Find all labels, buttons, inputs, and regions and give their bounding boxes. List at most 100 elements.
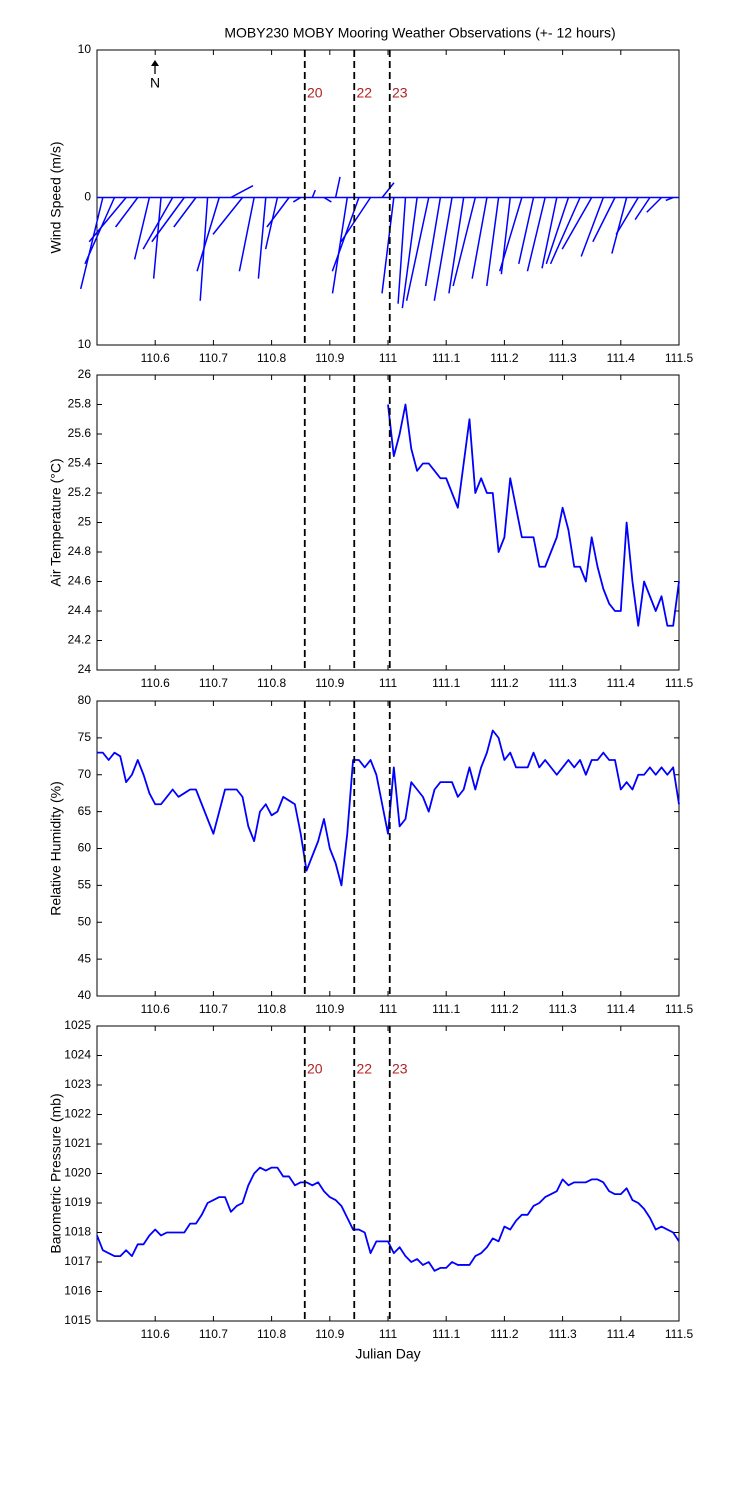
y-tick-label: 55 — [78, 878, 92, 892]
north-label: N — [150, 75, 160, 91]
y-tick-label: 10 — [78, 337, 92, 351]
wind-stick — [88, 197, 127, 243]
y-tick-label: 40 — [78, 988, 92, 1002]
x-tick-label: 111.4 — [607, 1327, 636, 1341]
x-tick-label: 110.8 — [257, 1002, 286, 1016]
wind-stick — [499, 197, 523, 272]
wind-stick — [541, 197, 558, 269]
y-tick-label: 25 — [78, 515, 92, 529]
wind-stick — [292, 196, 302, 203]
y-tick-label: 1025 — [64, 1018, 91, 1032]
wind-stick — [611, 197, 628, 254]
event-label: 22 — [356, 85, 372, 101]
y-tick-label: 24.4 — [68, 603, 92, 617]
y-axis-label: Relative Humidity (%) — [48, 781, 64, 916]
data-line — [387, 403, 680, 627]
x-tick-label: 111 — [379, 1327, 398, 1341]
wind-stick — [115, 197, 139, 228]
x-tick-label: 111.1 — [432, 1327, 461, 1341]
x-tick-label: 111.4 — [607, 1002, 636, 1016]
x-tick-label: 111.3 — [548, 351, 577, 365]
chart-title: MOBY230 MOBY Mooring Weather Observation… — [224, 25, 615, 41]
x-tick-label: 111 — [379, 351, 398, 365]
wind-stick — [549, 197, 581, 265]
wind-stick — [196, 197, 220, 272]
y-tick-label: 1017 — [64, 1254, 91, 1268]
x-tick-label: 110.7 — [199, 1327, 228, 1341]
event-label: 22 — [356, 1061, 372, 1077]
wind-stick — [471, 197, 488, 279]
x-tick-label: 110.6 — [141, 676, 170, 690]
wind-stick — [448, 197, 465, 294]
wind-stick — [665, 196, 674, 202]
data-line — [97, 729, 680, 887]
plot-frame — [96, 374, 680, 671]
x-tick-label: 111.2 — [490, 676, 519, 690]
y-tick-label: 75 — [78, 730, 92, 744]
event-label: 20 — [307, 1061, 323, 1077]
wind-stick — [545, 197, 570, 265]
y-tick-label: 1023 — [64, 1077, 91, 1091]
y-tick-label: 1018 — [64, 1225, 91, 1239]
event-label: 23 — [392, 85, 408, 101]
y-tick-label: 70 — [78, 767, 92, 781]
wind-stick — [381, 197, 395, 294]
y-tick-label: 24.6 — [68, 574, 92, 588]
y-tick-label: 1019 — [64, 1195, 91, 1209]
y-tick-label: 1016 — [64, 1284, 91, 1298]
x-tick-label: 110.8 — [257, 1327, 286, 1341]
x-tick-label: 111.1 — [432, 1002, 461, 1016]
wind-stick — [561, 197, 593, 250]
x-tick-label: 111.2 — [490, 1327, 519, 1341]
y-tick-label: 26 — [78, 367, 92, 381]
y-tick-label: 25.4 — [68, 456, 92, 470]
wind-stick — [452, 197, 477, 287]
wind-stick — [173, 197, 197, 228]
y-tick-label: 1024 — [64, 1048, 91, 1062]
y-tick-label: 1020 — [64, 1166, 91, 1180]
wind-stick — [84, 197, 116, 265]
wind-stick — [397, 197, 407, 304]
x-tick-label: 111.4 — [607, 676, 636, 690]
plot-frame — [96, 1025, 680, 1322]
wind-stick — [133, 197, 151, 260]
wind-stick — [311, 189, 316, 198]
x-tick-label: 111.1 — [432, 676, 461, 690]
wind-stick — [151, 197, 185, 243]
y-tick-label: 25.6 — [68, 426, 92, 440]
x-tick-label: 111 — [379, 1002, 398, 1016]
x-tick-label: 111.2 — [490, 351, 519, 365]
event-label: 20 — [307, 85, 323, 101]
x-axis-label: Julian Day — [355, 1346, 420, 1362]
wind-stick — [634, 197, 651, 221]
x-tick-label: 111.4 — [607, 351, 636, 365]
y-tick-label: 24 — [78, 662, 92, 676]
y-tick-label: 1015 — [64, 1313, 91, 1327]
x-tick-label: 110.6 — [141, 1002, 170, 1016]
x-tick-label: 110.6 — [141, 1327, 170, 1341]
plot-frame — [96, 700, 680, 997]
y-tick-label: 24.2 — [68, 633, 92, 647]
wind-stick — [340, 197, 372, 243]
wind-stick — [334, 176, 341, 198]
x-tick-label: 111.3 — [548, 1327, 577, 1341]
y-axis-label: Wind Speed (m/s) — [48, 141, 64, 253]
x-tick-label: 110.9 — [315, 676, 344, 690]
x-tick-label: 110.9 — [315, 351, 344, 365]
wind-stick — [230, 185, 254, 199]
x-tick-label: 111.3 — [548, 676, 577, 690]
y-axis-label: Air Temperature (°C) — [48, 458, 64, 586]
event-label: 23 — [392, 1061, 408, 1077]
wind-stick — [257, 197, 267, 279]
y-tick-label: 65 — [78, 804, 92, 818]
x-tick-label: 110.7 — [199, 676, 228, 690]
x-tick-label: 110.6 — [141, 351, 170, 365]
wind-stick — [424, 197, 442, 287]
x-tick-label: 111.5 — [665, 676, 694, 690]
x-tick-label: 111.2 — [490, 1002, 519, 1016]
wind-stick — [615, 197, 639, 235]
north-arrow-head — [151, 60, 159, 66]
wind-stick — [381, 182, 395, 198]
wind-stick — [592, 197, 616, 243]
